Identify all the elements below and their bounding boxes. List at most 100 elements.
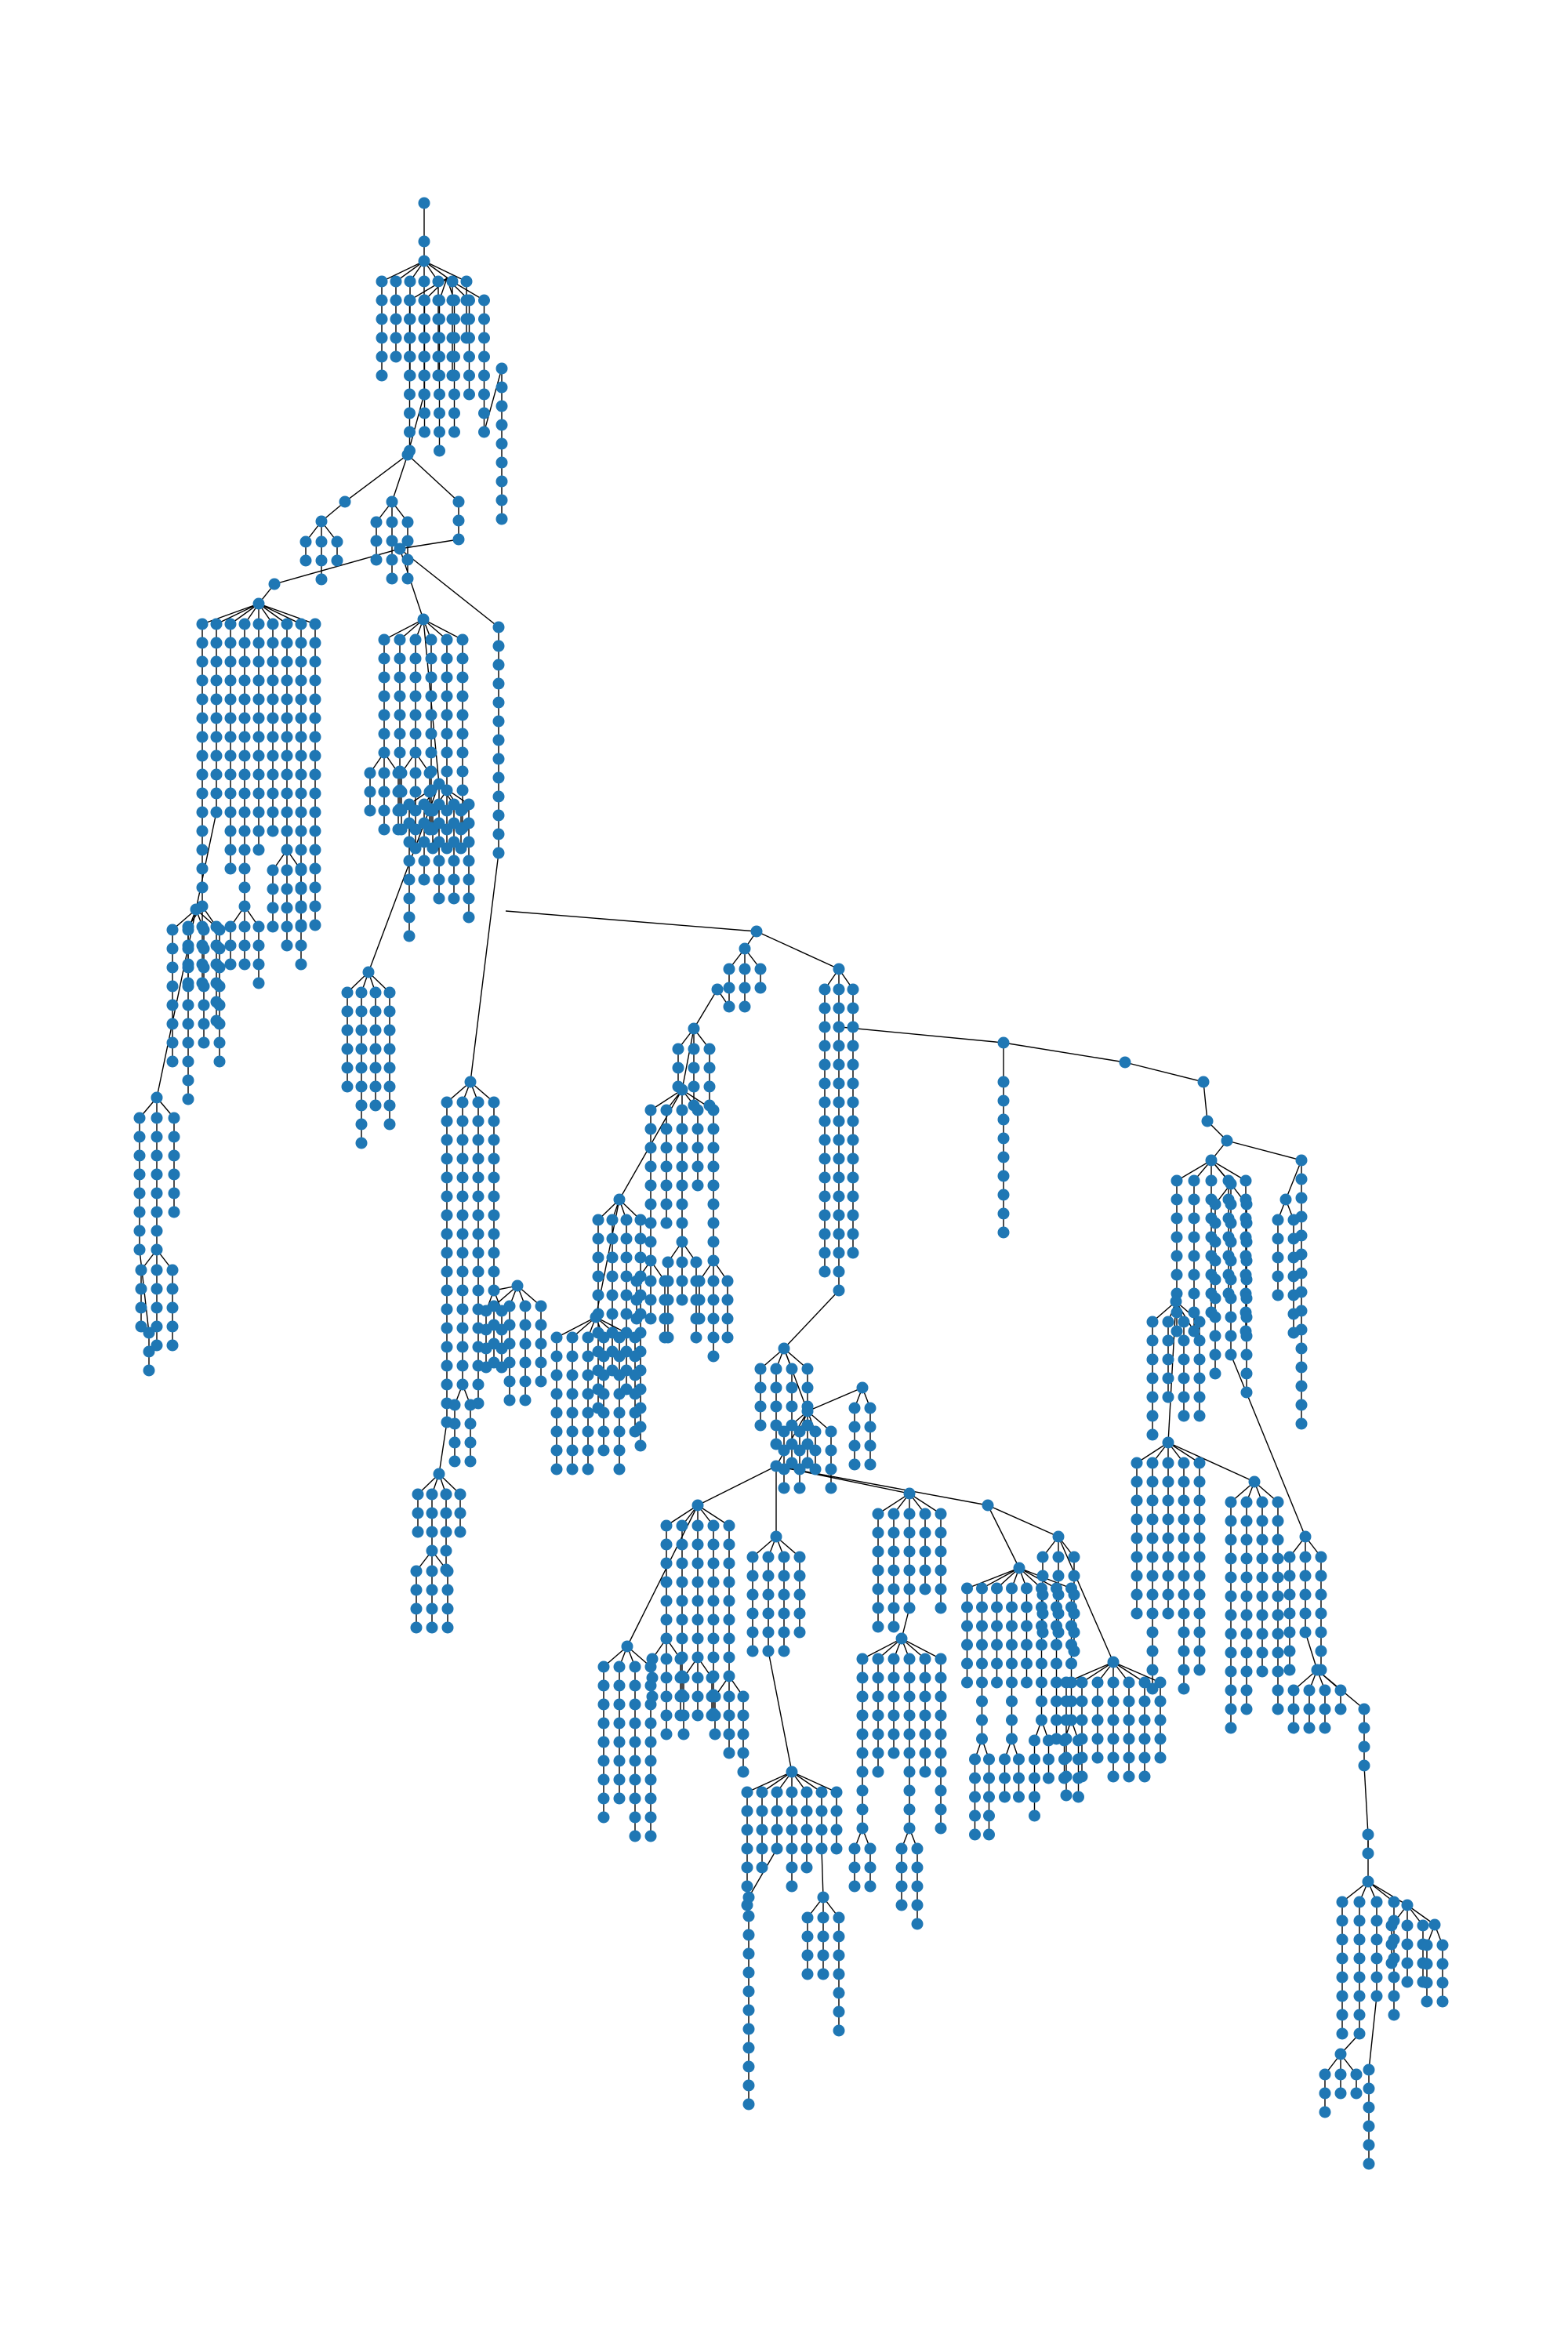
tree-node — [991, 1601, 1003, 1613]
tree-node — [252, 693, 265, 706]
tree-node — [488, 1265, 500, 1278]
tree-node — [182, 1055, 194, 1068]
tree-node — [746, 1570, 759, 1582]
tree-node — [1131, 1513, 1143, 1526]
tree-node — [1171, 1212, 1183, 1225]
tree-node — [433, 892, 445, 905]
tree-node — [1240, 1273, 1253, 1286]
tree-node — [267, 750, 279, 762]
tree-node — [404, 313, 416, 325]
tree-node — [492, 715, 505, 728]
tree-node — [895, 1861, 908, 1874]
tree-node — [224, 787, 237, 800]
tree-node — [369, 1099, 382, 1112]
tree-node — [1240, 1552, 1253, 1565]
tree-node — [213, 980, 226, 993]
tree-node — [1154, 1695, 1167, 1708]
tree-node — [691, 1690, 704, 1703]
tree-node — [895, 1880, 908, 1893]
tree-node — [771, 1842, 783, 1855]
tree-node — [778, 1626, 790, 1639]
tree-node — [644, 1830, 657, 1842]
tree-node — [1146, 1513, 1159, 1526]
tree-node — [472, 1378, 485, 1391]
tree-node — [770, 1381, 782, 1394]
tree-node — [976, 1714, 988, 1726]
tree-node — [295, 712, 307, 724]
tree-node — [478, 407, 490, 419]
tree-node — [778, 1645, 790, 1657]
tree-node — [634, 1232, 647, 1245]
tree-node — [452, 533, 465, 546]
tree-node — [644, 1792, 657, 1805]
tree-node — [1272, 1534, 1284, 1546]
tree-node — [196, 637, 209, 649]
tree-node — [741, 1880, 753, 1893]
tree-node — [409, 671, 422, 684]
tree-node — [370, 516, 383, 528]
tree-node — [1363, 2139, 1375, 2151]
tree-node — [597, 1406, 610, 1419]
tree-node — [448, 350, 460, 363]
tree-node — [376, 332, 388, 344]
tree-node — [1021, 1601, 1033, 1613]
tree-node — [566, 1388, 579, 1400]
tree-node — [613, 1679, 626, 1692]
tree-edge — [1058, 1536, 1114, 1663]
tree-node — [1123, 1714, 1135, 1726]
tree-node — [1225, 1198, 1237, 1210]
tree-node — [1315, 1570, 1327, 1582]
tree-node — [1162, 1532, 1174, 1544]
tree-node — [613, 1792, 626, 1805]
tree-node — [238, 787, 251, 800]
tree-node — [709, 1728, 721, 1740]
tree-node — [464, 1399, 477, 1411]
tree-node — [590, 1311, 602, 1323]
tree-node — [566, 1406, 579, 1419]
tree-node — [1029, 1734, 1040, 1747]
tree-edge — [666, 1504, 699, 1526]
tree-node — [597, 1369, 610, 1381]
tree-node — [267, 712, 279, 724]
tree-node — [1225, 1552, 1237, 1565]
tree-node — [224, 939, 237, 952]
tree-node — [676, 1104, 688, 1116]
tree-node — [613, 1444, 626, 1457]
tree-node — [472, 1115, 485, 1127]
tree-node — [309, 919, 321, 931]
tree-node — [309, 787, 321, 800]
tree-node — [267, 768, 279, 781]
tree-node — [1436, 1995, 1449, 2008]
tree-node — [378, 823, 390, 836]
tree-node — [503, 1375, 516, 1388]
tree-node — [478, 332, 490, 344]
tree-node — [1146, 1682, 1159, 1695]
tree-node — [1051, 1714, 1062, 1726]
tree-node — [903, 1803, 916, 1816]
tree-node — [238, 750, 251, 762]
tree-node — [143, 1345, 155, 1358]
tree-node — [1146, 1645, 1159, 1657]
tree-node — [210, 637, 223, 649]
tree-node — [151, 1168, 163, 1181]
tree-node — [394, 671, 406, 684]
tree-node — [1178, 1353, 1190, 1366]
tree-node — [582, 1331, 594, 1344]
tree-node — [309, 825, 321, 837]
tree-node — [1162, 1391, 1174, 1403]
tree-node — [746, 1626, 759, 1639]
tree-node — [629, 1830, 641, 1842]
tree-node — [425, 690, 437, 702]
tree-node — [919, 1508, 931, 1520]
tree-node — [847, 1152, 859, 1165]
tree-edge — [1136, 1442, 1169, 1464]
tree-node — [441, 1303, 453, 1316]
tree-node — [903, 1583, 916, 1595]
tree-node — [746, 1588, 759, 1601]
tree-node — [423, 786, 436, 798]
tree-node — [676, 1198, 688, 1210]
tree-node — [1240, 1628, 1253, 1640]
tree-node — [817, 1949, 829, 1962]
tree-node — [488, 1152, 500, 1165]
tree-node — [168, 1131, 180, 1143]
